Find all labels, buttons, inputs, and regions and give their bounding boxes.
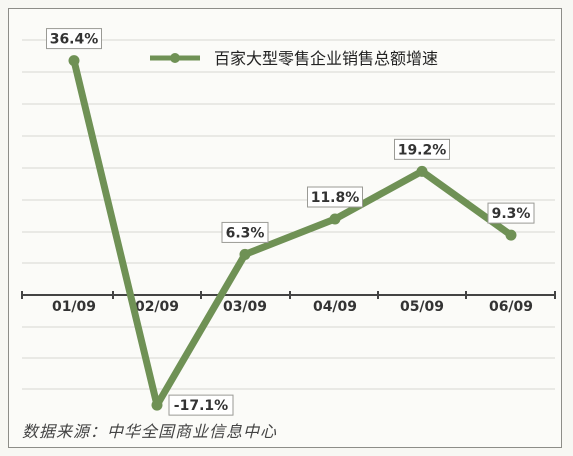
data-label: -17.1% [174,398,228,414]
x-tick-label: 05/09 [400,299,444,315]
data-point [151,399,163,411]
x-tick-label: 02/09 [135,299,179,315]
data-points [68,55,517,411]
source-note: 数据来源：中华全国商业信息中心 [22,422,278,441]
data-point [329,213,341,225]
data-label: 6.3% [226,225,265,241]
data-label: 9.3% [492,206,531,222]
legend-marker [170,53,180,63]
x-tick-label: 04/09 [313,299,357,315]
data-label-box [487,202,535,224]
legend: 百家大型零售企业销售总额增速 [150,49,438,68]
gridlines [22,39,555,390]
legend-label: 百家大型零售企业销售总额增速 [214,49,438,68]
data-point [505,229,517,241]
data-label-box [307,186,363,208]
data-point [416,165,428,177]
series-polyline [70,59,514,409]
data-label-box [394,138,450,160]
data-point [68,55,80,67]
data-labels: 36.4% -17.1% 6.3% 11.8% 19.2% 9.3% [46,28,535,416]
x-tick-label: 03/09 [223,299,267,315]
series-line [70,59,514,409]
data-label: 19.2% [398,142,447,158]
x-axis: 01/09 02/09 03/09 04/09 05/09 06/09 [21,291,556,315]
x-tick-label: 06/09 [489,299,533,315]
data-label-box [221,221,269,243]
data-label: 36.4% [50,32,99,48]
data-point [239,248,251,260]
data-label: 11.8% [311,190,360,206]
data-label-box [46,28,102,50]
chart-frame [8,8,562,448]
data-label-box [168,394,234,416]
x-tick-label: 01/09 [52,299,96,315]
